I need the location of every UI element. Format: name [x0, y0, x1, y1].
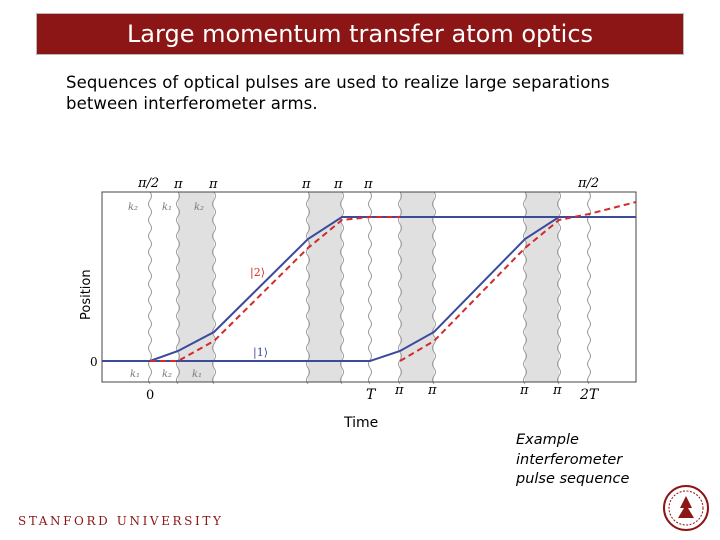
k-label-bottom: k₁	[130, 369, 140, 380]
trajectories	[102, 201, 637, 362]
x-tick-2T: 2T	[579, 387, 600, 403]
bottom-pulse-label: π	[552, 383, 562, 398]
pulse-line	[212, 191, 216, 385]
pulse-line	[432, 191, 436, 385]
top-pulse-label: π	[208, 177, 218, 192]
x-axis-label: Time	[343, 415, 378, 431]
solid-arm-upper	[102, 216, 636, 362]
top-pulse-label: π	[301, 177, 311, 192]
dashed-arm-2	[399, 201, 637, 362]
k-label-top: k₁	[162, 202, 172, 213]
x-tick-zero: 0	[146, 388, 154, 403]
footer-wordmark: STANFORD UNIVERSITY	[18, 514, 224, 528]
top-pulse-label: π	[333, 177, 343, 192]
k-label-top: k₂	[194, 202, 204, 213]
top-pulse-label: π	[173, 177, 183, 192]
caption-line: Example	[516, 432, 579, 448]
bottom-pulse-label: π	[427, 383, 437, 398]
k-label-bottom: k₁	[192, 369, 202, 380]
pulse-band	[178, 192, 214, 382]
pulse-line	[587, 191, 591, 385]
slide-title-text: Large momentum transfer atom optics	[126, 20, 594, 48]
bottom-pulse-label: π	[394, 383, 404, 398]
state-label-upper: |2⟩	[250, 266, 265, 280]
pulse-line	[306, 191, 310, 385]
diagram-caption: Example interferometer pulse sequence	[516, 431, 676, 490]
top-pulse-label: π/2	[137, 176, 159, 191]
slide-title: Large momentum transfer atom optics	[36, 13, 684, 55]
plot-frame	[101, 191, 637, 383]
pulse-line	[340, 191, 344, 385]
pulse-band	[400, 192, 434, 382]
dashed-arm-1	[150, 216, 400, 362]
pulse-lines	[148, 191, 591, 385]
pulse-line	[368, 191, 372, 385]
k-label-bottom: k₂	[162, 369, 172, 380]
top-pulse-label: π/2	[577, 176, 599, 191]
slide-subtitle: Sequences of optical pulses are used to …	[66, 73, 610, 113]
pulse-line	[557, 191, 561, 385]
y-axis-label: Position	[79, 269, 94, 320]
caption-line: pulse sequence	[516, 471, 630, 487]
pulse-line	[523, 191, 527, 385]
x-tick-T: T	[366, 387, 377, 403]
pulse-band	[525, 192, 559, 382]
university-seal-icon	[663, 485, 709, 531]
pulse-sequence-diagram: Position Time 0 0 T 2T π/2 π π π π π π/2…	[79, 176, 637, 431]
pulse-band	[308, 192, 342, 382]
pulse-line	[148, 191, 152, 385]
k-label-top: k₂	[128, 202, 138, 213]
top-pulse-label: π	[363, 177, 373, 192]
state-label-lower: |1⟩	[253, 346, 268, 360]
pulse-bands	[178, 192, 559, 382]
caption-line: interferometer	[516, 451, 623, 468]
y-tick-zero: 0	[90, 355, 98, 369]
bottom-pulse-label: π	[519, 383, 529, 398]
